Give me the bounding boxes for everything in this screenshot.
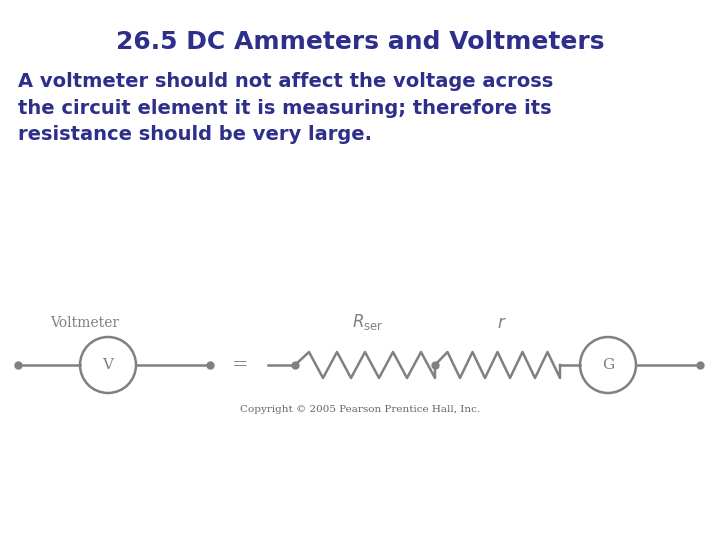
- Text: $R_{\mathrm{ser}}$: $R_{\mathrm{ser}}$: [352, 312, 384, 332]
- Text: A voltmeter should not affect the voltage across
the circuit element it is measu: A voltmeter should not affect the voltag…: [18, 72, 553, 144]
- Text: Voltmeter: Voltmeter: [50, 316, 119, 330]
- Text: G: G: [602, 358, 614, 372]
- Text: =: =: [232, 356, 248, 374]
- Text: $r$: $r$: [497, 314, 507, 332]
- Text: V: V: [102, 358, 114, 372]
- Text: Copyright © 2005 Pearson Prentice Hall, Inc.: Copyright © 2005 Pearson Prentice Hall, …: [240, 405, 480, 414]
- Text: 26.5 DC Ammeters and Voltmeters: 26.5 DC Ammeters and Voltmeters: [116, 30, 604, 54]
